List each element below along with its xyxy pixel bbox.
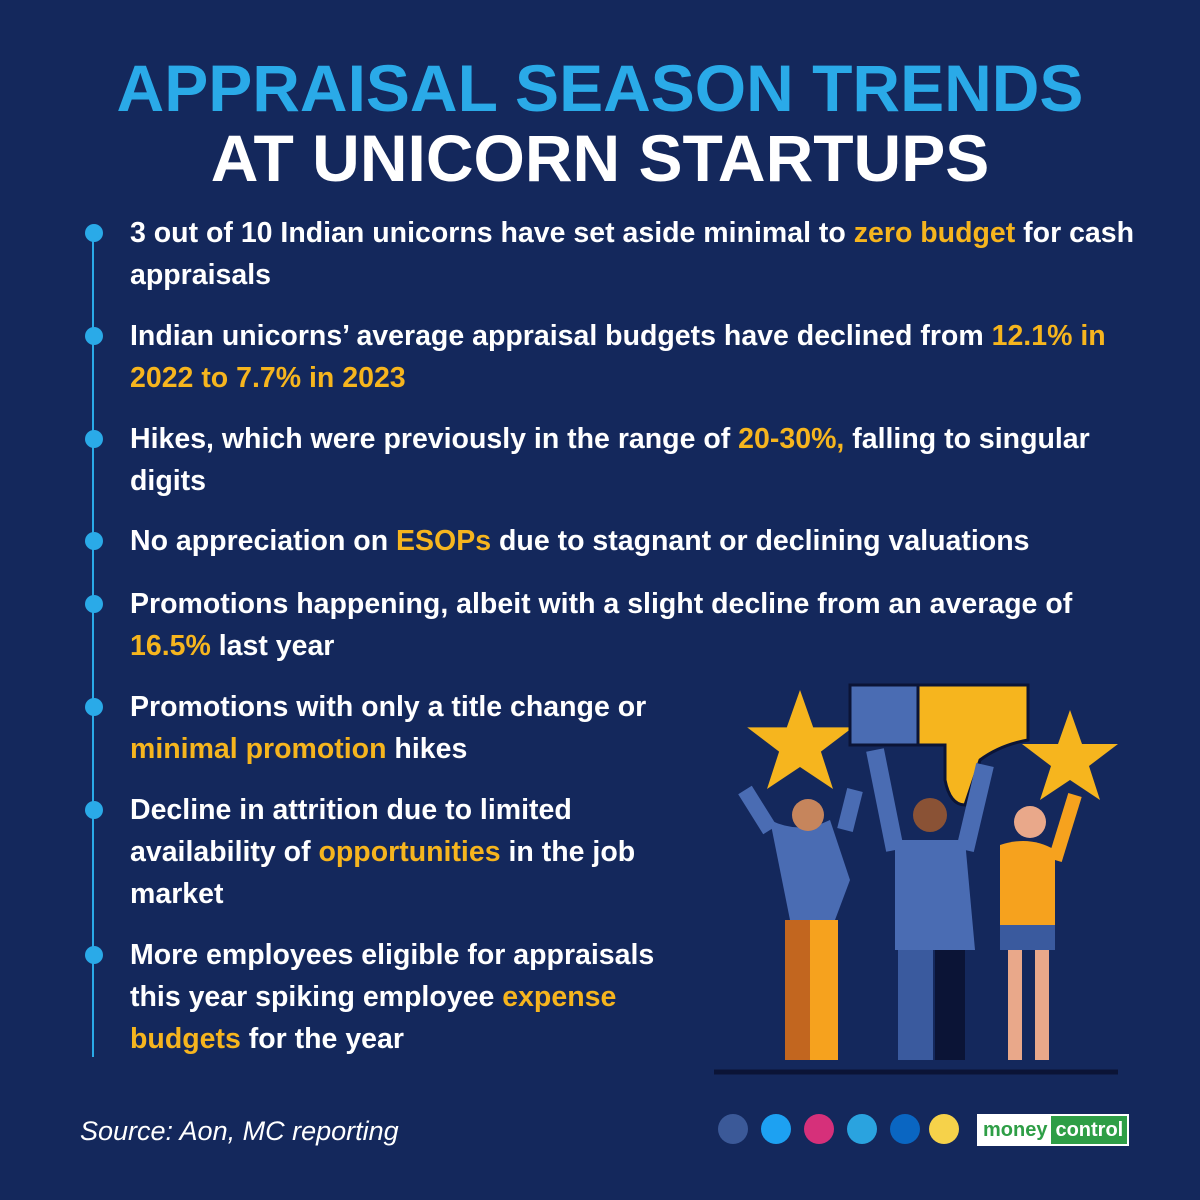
bullet-dot xyxy=(85,946,103,964)
text: in the job market xyxy=(130,836,636,910)
bullet-text: No appreciation on ESOPs due to stagnant… xyxy=(130,520,1140,562)
text: last year xyxy=(210,630,335,662)
text: Hikes, which were previously in the rang… xyxy=(130,423,739,455)
bullet-dot xyxy=(85,430,103,448)
bullet-text: Promotions with only a title change or m… xyxy=(130,686,710,770)
text: Decline in attrition due to limited avai… xyxy=(130,794,572,868)
text: Indian unicorns’ average appraisal budge… xyxy=(130,320,992,352)
bullet-text: Indian unicorns’ average appraisal budge… xyxy=(130,315,1140,399)
highlight-text: 20-30%, xyxy=(738,423,845,455)
highlight-text: 12.1% in 2022 to 7.7% in 2023 xyxy=(130,320,1106,394)
text: due to stagnant or declining valuations xyxy=(491,525,1030,557)
logo-text: control xyxy=(1051,1116,1128,1144)
text: More employees eligible for appraisals t… xyxy=(130,939,655,1013)
text: Promotions happening, albeit with a slig… xyxy=(130,588,1073,620)
bullet-dot xyxy=(85,698,103,716)
text: for the year xyxy=(240,1023,404,1055)
bullet-dot xyxy=(85,532,103,550)
bullet-dot xyxy=(85,595,103,613)
text: 3 out of 10 Indian unicorns have set asi… xyxy=(130,217,854,249)
bullet-text: Hikes, which were previously in the rang… xyxy=(130,418,1140,502)
bullet-text: Decline in attrition due to limited avai… xyxy=(130,789,710,915)
bullet-text: More employees eligible for appraisals t… xyxy=(130,934,710,1060)
source: Source: Aon, MC reporting xyxy=(80,1116,399,1146)
bullet-dot xyxy=(85,327,103,345)
text: Promotions with only a title change or xyxy=(130,691,647,723)
highlight-text: minimal promotion xyxy=(130,733,387,765)
title: AT UNICORN STARTUPS xyxy=(210,121,990,195)
highlight-text: expense budgets xyxy=(130,981,617,1055)
text: No appreciation on xyxy=(130,525,397,557)
highlight-text: ESOPs xyxy=(396,525,492,557)
highlight-text: opportunities xyxy=(318,836,501,868)
timeline-line xyxy=(92,232,94,1057)
bullet-dot xyxy=(85,801,103,819)
bullet-text: 3 out of 10 Indian unicorns have set asi… xyxy=(130,212,1140,296)
logo-text: money xyxy=(979,1116,1052,1144)
highlight-text: zero budget xyxy=(853,217,1016,249)
illustration xyxy=(714,683,1118,1075)
text: hikes xyxy=(386,733,468,765)
highlight-text: 16.5% xyxy=(130,630,211,662)
bullet-text: Promotions happening, albeit with a slig… xyxy=(130,583,1140,667)
text: falling to singular digits xyxy=(130,423,1090,497)
logo: money control xyxy=(977,1114,1130,1146)
social-icons xyxy=(718,1114,959,1144)
title: APPRAISAL SEASON TRENDS xyxy=(116,51,1084,125)
bullet-dot xyxy=(85,224,103,242)
text: for cash appraisals xyxy=(130,217,1135,291)
